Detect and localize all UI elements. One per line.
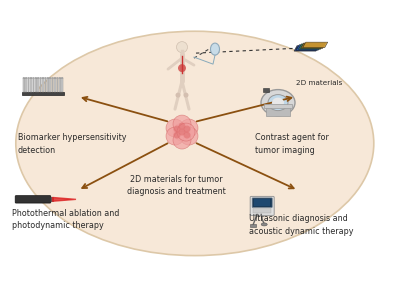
Circle shape	[44, 77, 46, 79]
Circle shape	[184, 126, 190, 133]
Bar	[59, 78, 61, 92]
Circle shape	[57, 77, 58, 79]
Bar	[253, 208, 271, 213]
Circle shape	[184, 93, 188, 98]
Circle shape	[178, 123, 186, 130]
Polygon shape	[301, 43, 326, 49]
Bar	[52, 78, 54, 92]
Circle shape	[176, 93, 180, 98]
Circle shape	[174, 131, 180, 139]
Circle shape	[59, 77, 61, 79]
Circle shape	[23, 77, 25, 79]
FancyBboxPatch shape	[250, 197, 274, 216]
Ellipse shape	[268, 95, 288, 110]
Polygon shape	[303, 42, 328, 48]
Polygon shape	[296, 45, 321, 50]
Circle shape	[180, 119, 198, 137]
Polygon shape	[294, 46, 319, 51]
FancyBboxPatch shape	[15, 196, 51, 203]
Circle shape	[184, 131, 190, 139]
Ellipse shape	[261, 89, 295, 116]
FancyBboxPatch shape	[252, 198, 272, 207]
Circle shape	[38, 77, 39, 79]
Circle shape	[166, 127, 184, 145]
Text: Photothermal ablation and
photodynamic therapy: Photothermal ablation and photodynamic t…	[12, 209, 119, 230]
Text: Biomarker hypersensitivity
detection: Biomarker hypersensitivity detection	[18, 133, 126, 155]
Bar	[23, 78, 25, 92]
Circle shape	[173, 131, 191, 149]
Ellipse shape	[210, 43, 220, 55]
Text: 2D materials for tumor
diagnosis and treatment: 2D materials for tumor diagnosis and tre…	[127, 175, 225, 196]
Text: 2D materials: 2D materials	[296, 80, 342, 85]
Circle shape	[178, 129, 186, 135]
Circle shape	[28, 77, 30, 79]
Circle shape	[50, 77, 51, 79]
Bar	[263, 87, 269, 92]
Bar	[254, 199, 270, 206]
Circle shape	[26, 77, 27, 79]
Bar	[266, 106, 290, 116]
Bar	[50, 197, 52, 201]
Circle shape	[178, 64, 186, 72]
Circle shape	[32, 77, 34, 79]
Circle shape	[180, 127, 198, 145]
Bar	[47, 78, 49, 92]
Ellipse shape	[16, 31, 374, 256]
Bar	[264, 104, 292, 108]
Circle shape	[47, 77, 48, 79]
Circle shape	[177, 123, 195, 141]
Bar	[22, 92, 64, 95]
Bar	[42, 78, 44, 92]
Circle shape	[173, 123, 191, 141]
Bar	[28, 78, 30, 92]
Circle shape	[174, 126, 180, 133]
Circle shape	[40, 77, 42, 79]
Circle shape	[54, 77, 56, 79]
Circle shape	[176, 42, 188, 53]
Bar	[45, 78, 46, 92]
Bar	[50, 78, 51, 92]
Circle shape	[42, 77, 44, 79]
Polygon shape	[298, 44, 323, 49]
Polygon shape	[52, 197, 76, 201]
Bar	[35, 78, 37, 92]
Bar	[33, 78, 34, 92]
Circle shape	[173, 115, 191, 133]
Ellipse shape	[261, 223, 267, 226]
Bar	[57, 78, 58, 92]
Circle shape	[166, 119, 184, 137]
Bar	[62, 78, 63, 92]
Bar	[40, 78, 42, 92]
Bar	[26, 78, 27, 92]
Circle shape	[62, 77, 63, 79]
Bar	[30, 78, 32, 92]
Bar	[38, 78, 39, 92]
Bar	[250, 224, 256, 227]
Bar	[54, 78, 56, 92]
Text: Contrast agent for
tumor imaging: Contrast agent for tumor imaging	[255, 133, 329, 155]
Circle shape	[35, 77, 36, 79]
Circle shape	[30, 77, 32, 79]
Ellipse shape	[272, 98, 284, 108]
Text: Ultrasonic diagnosis and
acoustic dynamic therapy: Ultrasonic diagnosis and acoustic dynami…	[249, 214, 353, 236]
Circle shape	[52, 77, 54, 79]
